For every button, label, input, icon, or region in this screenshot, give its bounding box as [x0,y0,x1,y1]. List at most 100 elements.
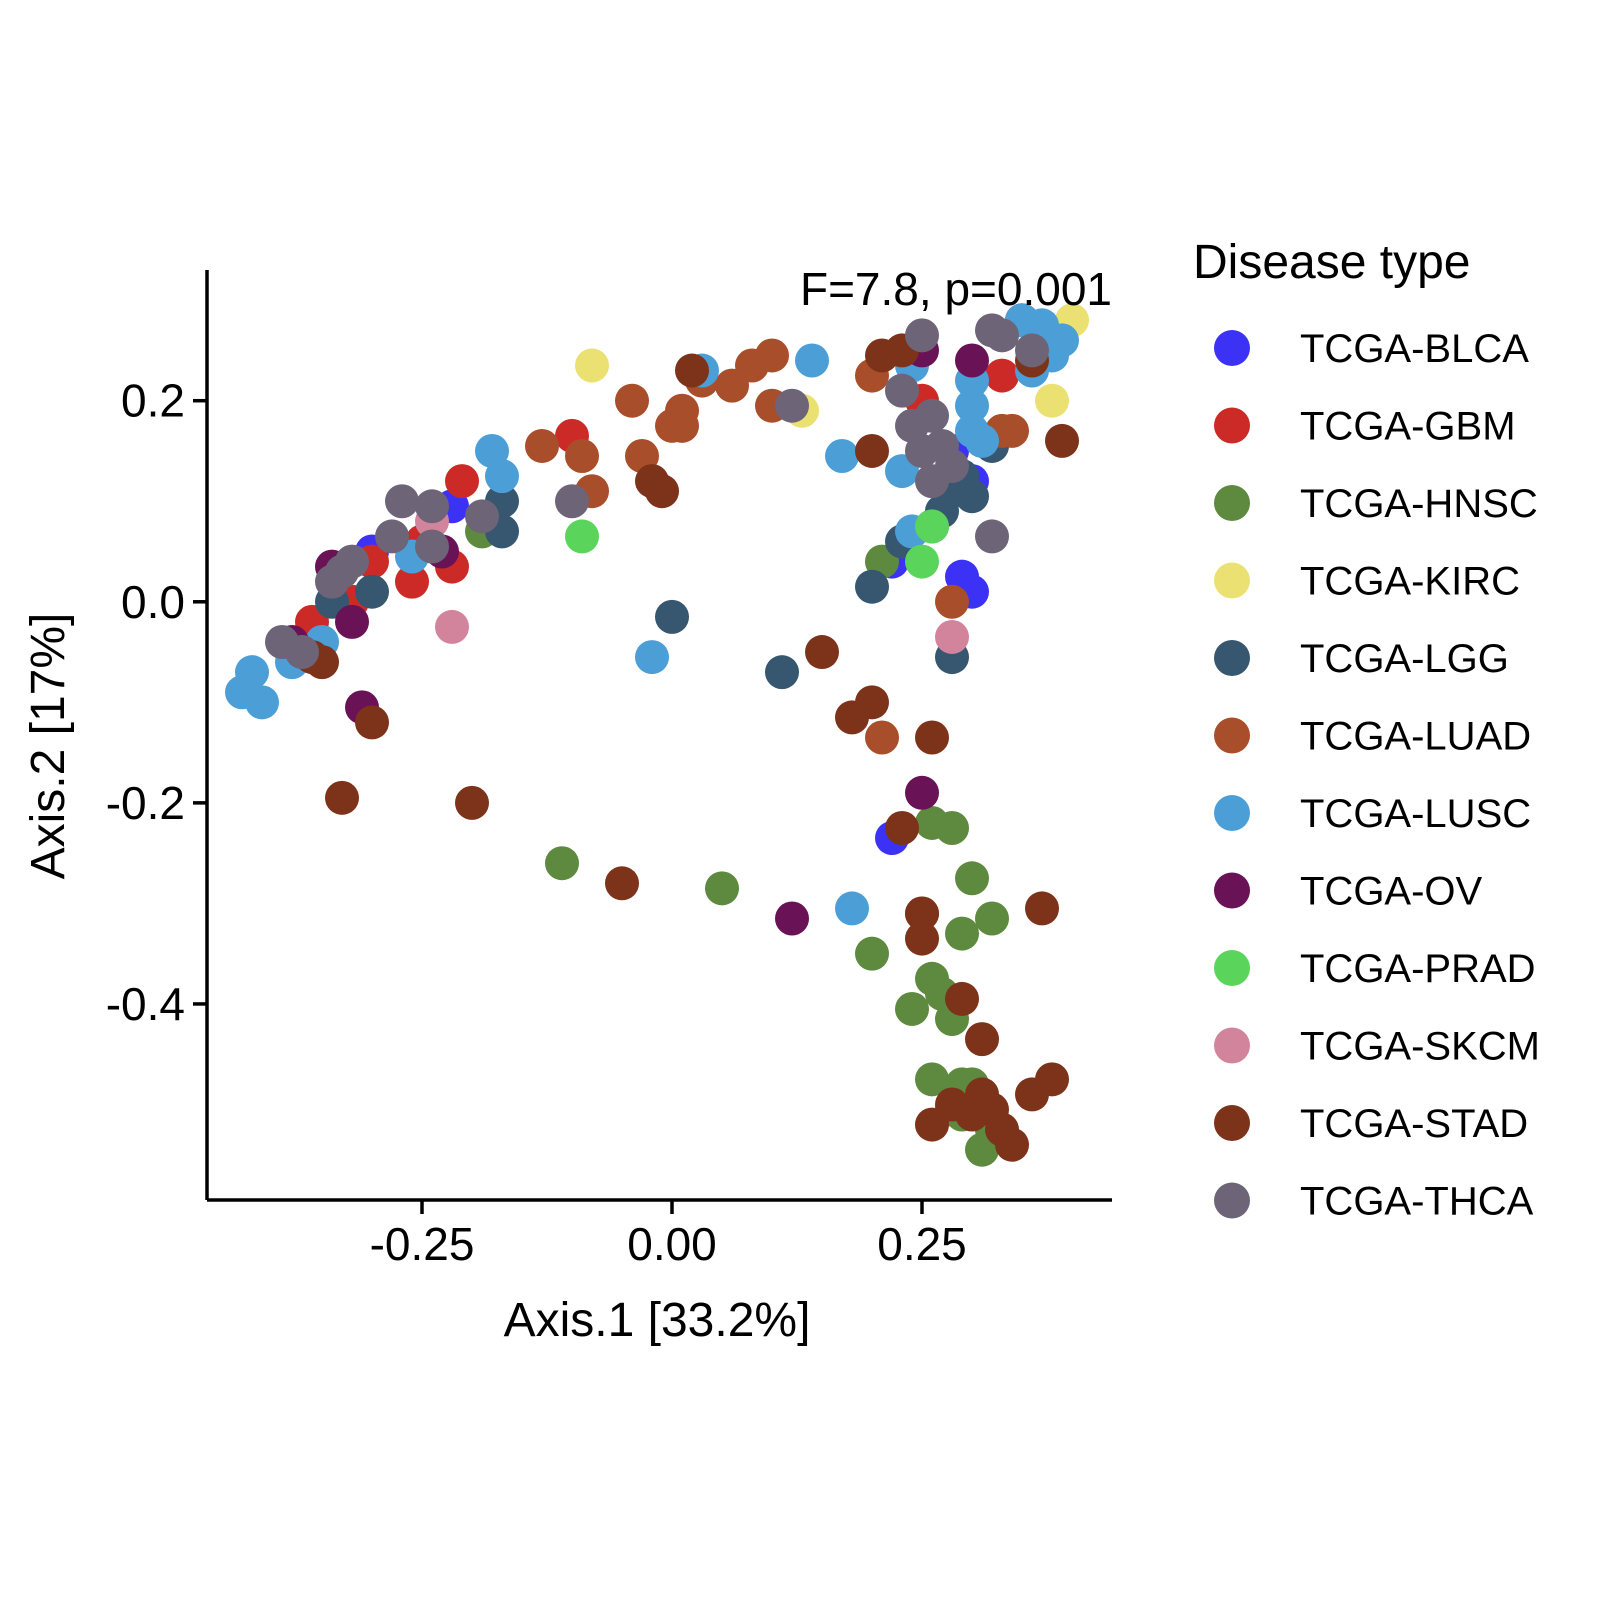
point-tcga-hnsc [945,916,979,951]
point-tcga-stad [355,705,389,740]
point-tcga-hnsc [955,861,989,896]
point-tcga-thca [975,519,1009,554]
legend-key-tcga-lusc [1214,795,1250,831]
legend-label: TCGA-BLCA [1300,327,1529,371]
legend-key-tcga-blca [1214,330,1250,366]
point-tcga-hnsc [545,846,579,881]
point-tcga-stad [865,338,899,373]
y-tick-label: 0.0 [121,576,185,628]
point-tcga-lusc [485,459,519,494]
legend-label: TCGA-LGG [1300,637,1509,681]
point-tcga-hnsc [855,936,889,971]
point-tcga-gbm [445,464,479,499]
legend-label: TCGA-KIRC [1300,560,1520,604]
point-tcga-ov [905,775,939,810]
x-tick-label: 0.25 [877,1218,967,1270]
point-tcga-thca [385,484,419,519]
legend-key-tcga-prad [1214,950,1250,986]
legend-key-tcga-luad [1214,717,1250,754]
point-tcga-lgg [355,574,389,609]
point-tcga-stad [955,1097,989,1132]
point-tcga-stad [905,921,939,956]
point-tcga-stad [1025,891,1059,926]
legend-label: TCGA-THCA [1300,1180,1534,1224]
point-tcga-hnsc [915,1062,949,1097]
point-tcga-ov [335,604,369,639]
x-tick-label: 0.00 [627,1218,717,1270]
legend-key-tcga-hnsc [1214,485,1250,521]
point-tcga-luad [935,584,969,619]
point-tcga-thca [465,499,499,534]
x-tick-label: -0.25 [370,1218,475,1270]
point-tcga-stad [945,981,979,1016]
point-tcga-thca [415,489,449,524]
point-tcga-prad [915,509,949,544]
point-tcga-skcm [435,609,469,644]
point-tcga-stad [1045,423,1079,458]
point-tcga-luad [665,408,699,443]
legend-key-tcga-skcm [1214,1027,1250,1064]
point-tcga-thca [775,388,809,423]
point-tcga-lusc [955,388,989,423]
x-axis-title: Axis.1 [33.2%] [504,1294,811,1347]
point-tcga-thca [885,373,919,408]
point-tcga-lusc [235,655,269,690]
legend-label: TCGA-OV [1300,870,1483,914]
point-tcga-stad [855,685,889,720]
y-axis-title: Axis.2 [17%] [22,613,75,880]
legend-label: TCGA-PRAD [1300,947,1536,991]
point-tcga-hnsc [705,871,739,906]
point-tcga-thca [975,313,1009,348]
point-tcga-stad [965,1022,999,1057]
point-tcga-stad [915,1107,949,1142]
point-tcga-stad [885,811,919,845]
point-tcga-stad [995,1127,1029,1162]
point-tcga-thca [335,544,369,579]
x-axis-ticks: -0.25 0.00 0.25 [370,1200,967,1270]
point-tcga-thca [555,484,589,519]
point-tcga-gbm [985,358,1019,393]
y-tick-label: 0.2 [121,375,185,427]
point-tcga-luad [755,338,789,373]
point-tcga-ov [775,901,809,936]
point-tcga-thca [905,318,939,353]
point-tcga-kirc [1035,383,1069,418]
point-tcga-stad [675,353,709,388]
legend-title: Disease type [1193,236,1470,289]
legend-label: TCGA-SKCM [1300,1025,1540,1069]
point-tcga-stad [455,785,489,820]
legend-label: TCGA-HNSC [1300,482,1538,526]
point-tcga-hnsc [895,991,929,1026]
point-tcga-lusc [955,413,989,448]
point-tcga-skcm [935,619,969,654]
point-tcga-luad [615,383,649,418]
point-tcga-thca [375,519,409,554]
point-tcga-thca [1015,333,1049,368]
point-tcga-thca [915,398,949,433]
point-tcga-thca [415,529,449,564]
legend-label: TCGA-GBM [1300,405,1516,449]
legend-key-tcga-gbm [1214,407,1250,444]
point-tcga-ov [955,343,989,378]
point-tcga-stad [915,720,949,755]
statistic-annotation: F=7.8, p=0.001 [800,263,1112,315]
point-tcga-lusc [795,343,829,378]
point-tcga-thca [285,635,319,670]
legend-key-tcga-thca [1214,1182,1250,1219]
point-tcga-stad [1035,1062,1069,1097]
y-tick-label: -0.2 [106,777,185,829]
point-tcga-lusc [635,640,669,675]
point-tcga-kirc [575,348,609,383]
point-tcga-stad [855,433,889,468]
point-tcga-luad [865,720,899,755]
legend-label: TCGA-LUSC [1300,792,1531,836]
point-tcga-lusc [245,685,279,720]
point-tcga-stad [805,635,839,670]
point-tcga-stad [605,866,639,901]
points-layer [225,303,1089,1167]
point-tcga-gbm [395,564,429,599]
point-tcga-thca [935,449,969,484]
point-tcga-luad [525,428,559,463]
point-tcga-stad [325,780,359,815]
